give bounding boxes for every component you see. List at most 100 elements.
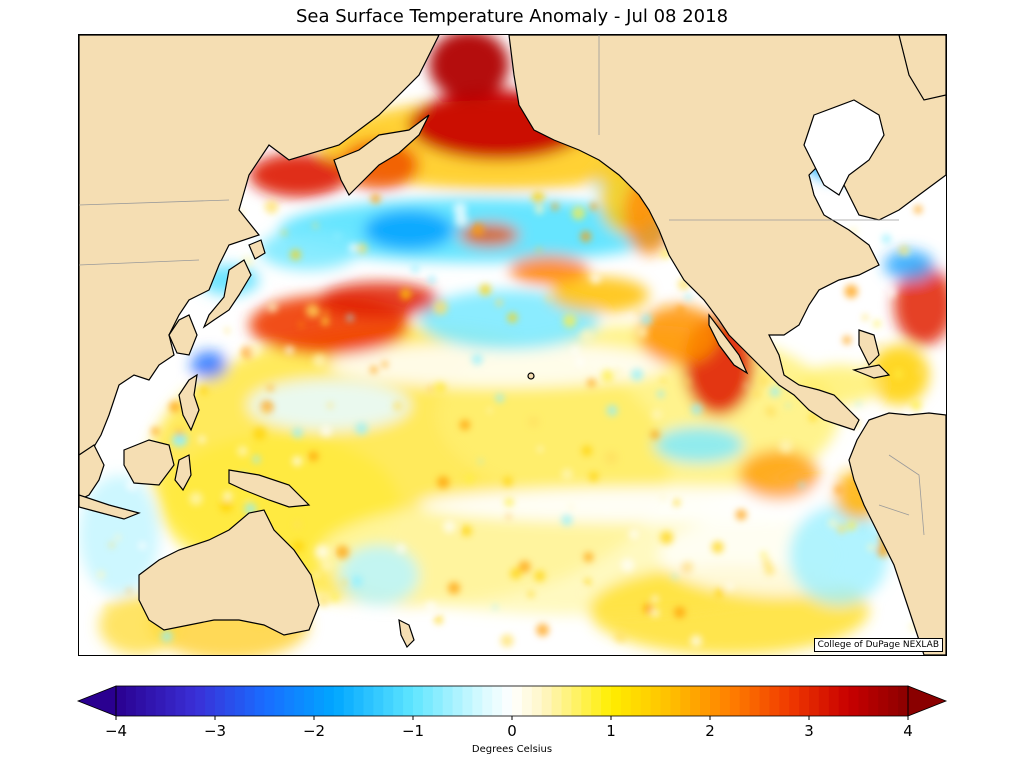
- anomaly-speck: [613, 367, 622, 376]
- anomaly-speck: [199, 386, 208, 395]
- colorbar-bin: [680, 686, 691, 716]
- anomaly-speck: [479, 284, 491, 296]
- anomaly-speck: [127, 588, 132, 593]
- colorbar-bin: [512, 686, 523, 716]
- anomaly-speck: [434, 615, 443, 624]
- anomaly-speck: [506, 514, 511, 519]
- anomaly-speck: [914, 205, 923, 214]
- anomaly-speck: [478, 459, 483, 464]
- colorbar-bin: [779, 686, 790, 716]
- anomaly-speck: [743, 383, 749, 388]
- colorbar-bin: [828, 686, 840, 716]
- national-borders: [79, 35, 925, 536]
- anomaly-speck: [459, 419, 471, 431]
- anomaly-speck: [604, 507, 609, 512]
- colorbar-bin: [591, 686, 602, 716]
- anomaly-speck: [252, 455, 261, 464]
- colorbar-bin: [224, 686, 236, 716]
- anomaly-speck: [531, 191, 545, 204]
- colorbar: −4 −3 −2 −1 0 1 2 3 4: [0, 680, 1024, 760]
- anomaly-speck: [684, 293, 692, 301]
- anomaly-speck: [312, 354, 326, 368]
- colorbar-bin: [195, 686, 206, 716]
- anomaly-speck: [534, 570, 546, 582]
- anomaly-speck: [249, 344, 260, 356]
- anomaly-speck: [351, 575, 363, 588]
- anomaly-speck: [916, 367, 924, 375]
- anomaly-speck: [767, 408, 776, 417]
- colorbar-bin: [541, 686, 553, 716]
- anomaly-speck: [764, 565, 775, 576]
- anomaly-speck: [587, 378, 596, 388]
- anomaly-speck: [756, 374, 770, 388]
- anomaly-speck: [840, 467, 847, 474]
- anomaly-speck: [898, 245, 910, 256]
- anomaly-speck: [97, 570, 106, 579]
- anomaly-speck: [492, 605, 498, 610]
- anomaly-speck: [437, 476, 450, 489]
- anomaly-speck: [714, 588, 724, 598]
- hokkaido: [248, 239, 266, 260]
- japan-islands: [202, 259, 252, 329]
- colorbar-bin: [135, 686, 147, 716]
- anomaly-speck: [308, 451, 319, 462]
- anomaly-speck: [318, 596, 329, 607]
- australia: [138, 509, 320, 636]
- colorbar-bin: [858, 686, 869, 716]
- anomaly-speck: [584, 578, 592, 586]
- anomaly-speck: [219, 499, 233, 513]
- greenland: [898, 35, 946, 101]
- anomaly-speck: [151, 427, 160, 436]
- anomaly-speck: [495, 393, 505, 403]
- anomaly-speck: [637, 327, 648, 338]
- anomaly-speck: [315, 544, 330, 559]
- anomaly-speck: [881, 234, 892, 244]
- florida: [858, 329, 880, 367]
- colorbar-bin: [601, 686, 612, 716]
- anomaly-speck: [342, 579, 349, 586]
- anomaly-speck: [862, 315, 868, 320]
- colorbar-bin: [611, 686, 622, 716]
- anomaly-speck: [672, 574, 678, 580]
- anomaly-speck: [461, 525, 472, 537]
- anomaly-speck: [312, 222, 319, 229]
- anomaly-speck: [223, 491, 232, 501]
- anomaly-speck: [504, 497, 514, 507]
- anomaly-speck: [673, 606, 686, 619]
- land-masses: [79, 35, 946, 655]
- anomaly-speck: [267, 302, 278, 313]
- anomaly-speck: [333, 232, 342, 240]
- sulawesi: [174, 454, 192, 492]
- anomaly-speck: [313, 572, 319, 578]
- anomaly-speck: [673, 499, 681, 506]
- anomaly-speck: [877, 342, 883, 347]
- colorbar-bin: [294, 686, 305, 716]
- anomaly-speck: [893, 369, 904, 379]
- colorbar-tick-label: 2: [705, 722, 715, 740]
- anomaly-speck: [676, 305, 685, 314]
- colorbar-tick-label: −3: [204, 722, 226, 740]
- anomaly-speck: [447, 581, 461, 595]
- anomaly-speck: [650, 430, 660, 440]
- anomaly-speck: [762, 558, 771, 567]
- anomaly-speck: [495, 621, 502, 628]
- anomaly-speck: [138, 541, 147, 550]
- anomaly-speck: [330, 593, 340, 602]
- anomaly-speck: [293, 521, 301, 528]
- korea-peninsula: [168, 314, 198, 356]
- colorbar-bin: [333, 686, 345, 716]
- anomaly-speck: [189, 492, 203, 506]
- anomaly-speck: [327, 402, 333, 409]
- anomaly-speck: [581, 445, 593, 457]
- colorbar-tick-label: 0: [507, 722, 517, 740]
- anomaly-speck: [224, 328, 230, 334]
- anomaly-speck: [885, 287, 897, 298]
- anomaly-speck: [292, 540, 304, 552]
- hudson-bay: [803, 99, 885, 196]
- anomaly-speck: [305, 304, 320, 318]
- anomaly-speck: [684, 378, 690, 385]
- anomaly-speck: [253, 427, 267, 441]
- colorbar-bin: [818, 686, 830, 716]
- colorbar-bin: [640, 686, 652, 716]
- new-zealand: [398, 618, 415, 649]
